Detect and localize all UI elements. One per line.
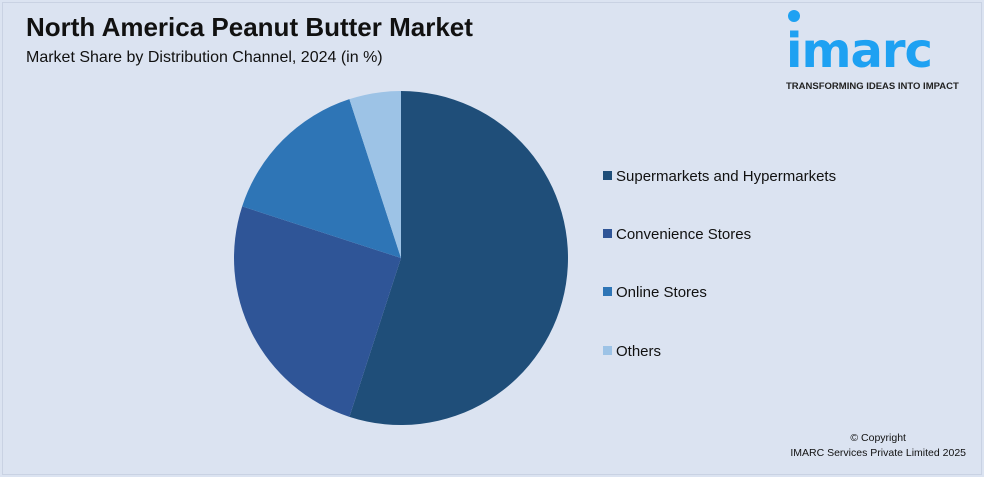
copyright-company: IMARC Services Private Limited 2025 xyxy=(790,447,966,459)
copyright-notice: © Copyright IMARC Services Private Limit… xyxy=(790,431,966,461)
copyright-line: © Copyright xyxy=(850,432,906,444)
pie-slice-convenience-stores xyxy=(234,206,401,417)
legend-label: Others xyxy=(616,343,662,360)
pie-slice-supermarkets-and-hypermarkets xyxy=(349,91,568,425)
legend-swatch xyxy=(603,346,612,355)
legend-swatch xyxy=(603,229,612,238)
legend-label: Online Stores xyxy=(616,284,707,301)
logo-dot xyxy=(788,10,800,22)
legend-label: Convenience Stores xyxy=(616,226,752,243)
logo-wordmark: imarc xyxy=(786,23,933,79)
chart-subtitle: Market Share by Distribution Channel, 20… xyxy=(26,49,383,66)
legend-item: Convenience Stores xyxy=(603,226,751,244)
legend-swatch xyxy=(603,171,612,180)
pie-slice-others xyxy=(349,91,401,258)
legend-label: Supermarkets and Hypermarkets xyxy=(616,168,837,185)
legend-swatch xyxy=(603,287,612,296)
chart-title: North America Peanut Butter Market xyxy=(26,12,473,42)
pie-slice-online-stores xyxy=(242,99,401,259)
legend-item: Online Stores xyxy=(603,284,707,302)
logo-tagline: TRANSFORMING IDEAS INTO IMPACT xyxy=(786,81,959,92)
legend-item: Others xyxy=(603,343,661,361)
imarc-logo: imarc TRANSFORMING IDEAS INTO IMPACT xyxy=(786,8,976,94)
legend-item: Supermarkets and Hypermarkets xyxy=(603,168,836,186)
